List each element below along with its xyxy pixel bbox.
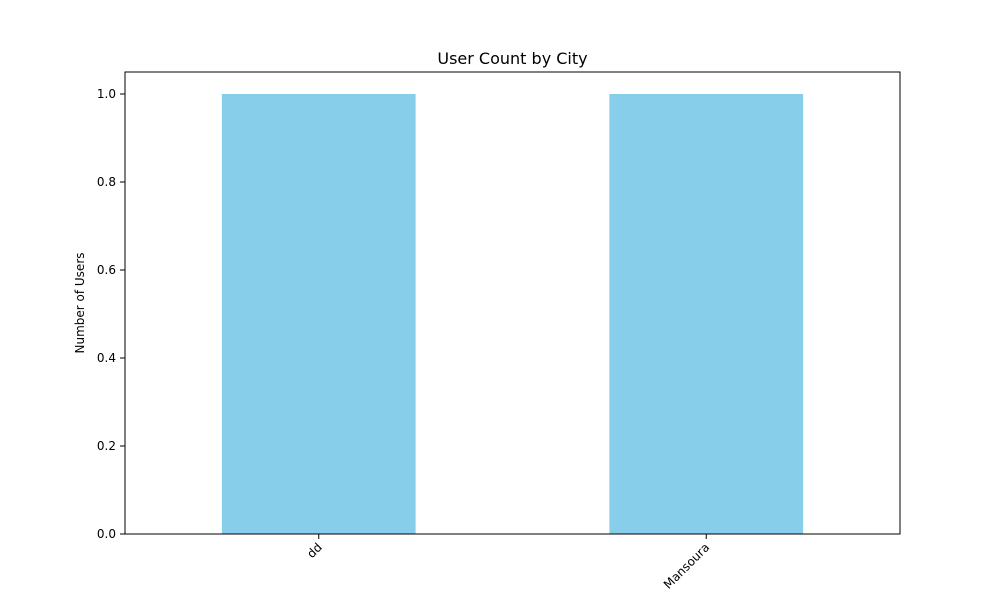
bar-dd — [221, 94, 416, 534]
y-tick-label: 0.6 — [97, 263, 116, 277]
y-tick-label: 0.4 — [97, 351, 116, 365]
x-tick-label: dd — [304, 540, 325, 561]
y-tick-label: 0.0 — [97, 527, 116, 541]
y-tick-label: 0.8 — [97, 175, 116, 189]
plot-area — [124, 71, 901, 535]
chart-title: User Count by City — [437, 49, 587, 68]
y-axis: 0.0 0.2 0.4 0.6 0.8 1.0 — [97, 87, 125, 541]
y-tick-label: 0.2 — [97, 439, 116, 453]
y-axis-label: Number of Users — [73, 252, 87, 353]
x-tick-label: Mansoura — [661, 540, 712, 591]
plot-frame — [124, 71, 901, 535]
y-tick-label: 1.0 — [97, 87, 116, 101]
bar-mansoura — [609, 94, 804, 534]
x-axis: dd Mansoura — [304, 534, 712, 592]
